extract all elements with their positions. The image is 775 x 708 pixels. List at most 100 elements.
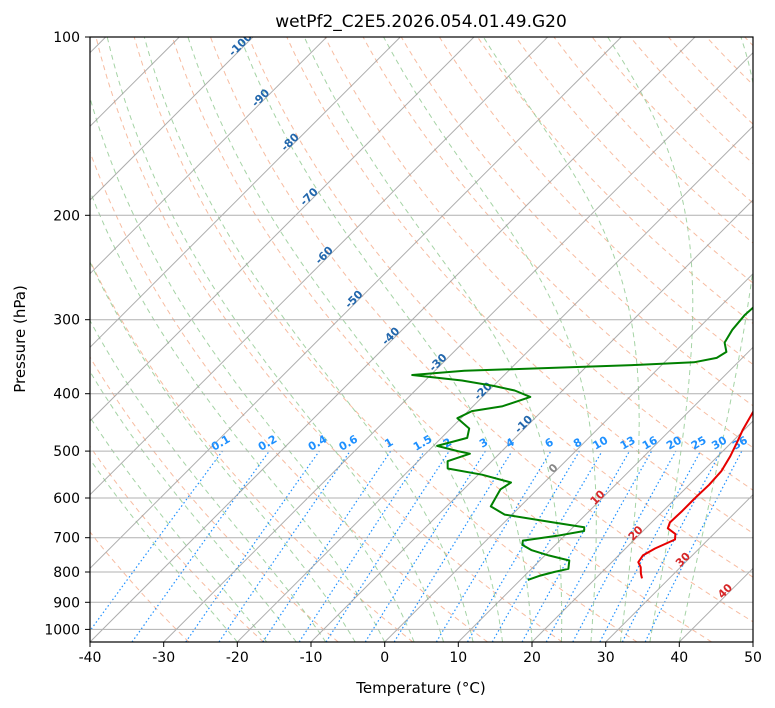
x-tick-label: 10: [449, 650, 467, 666]
y-axis-ticks: 100 200 300 400 500 600 700 800 900 1000: [44, 30, 90, 638]
dry-adiabat: [324, 37, 753, 491]
dry-adiabat-label: 40: [715, 581, 735, 601]
x-tick-label: -20: [226, 650, 249, 666]
mixing-ratio-label: 1.5: [411, 433, 434, 454]
chart-title: wetPf2_C2E5.2026.054.01.49.G20: [275, 12, 567, 32]
plot-frame: [89, 36, 754, 643]
mixing-ratio-label: 20: [664, 433, 684, 452]
mixing-ratio-line: [218, 450, 351, 642]
x-tick-label: -40: [79, 650, 102, 666]
mixing-ratio-line: [364, 450, 486, 642]
y-tick-label: 900: [53, 595, 80, 611]
mixing-ratio-label: 10: [590, 433, 610, 452]
isotherm: [752, 641, 753, 642]
y-tick-label: 600: [53, 491, 80, 507]
isotherm: [90, 37, 696, 642]
dry-adiabat: [90, 150, 488, 642]
isotherm: [90, 37, 622, 570]
moist-adiabat-label: -50: [342, 288, 365, 311]
y-tick-label: 700: [53, 531, 80, 547]
moist-adiabat: [90, 370, 297, 642]
temperature-line: [637, 409, 753, 579]
mixing-ratio-line: [435, 450, 552, 642]
mixing-ratio-label: 0.4: [306, 432, 330, 453]
dry-adiabat: [90, 445, 264, 642]
profile-lines: [411, 306, 753, 581]
dry-adiabat-label: 30: [673, 549, 693, 569]
dry-adiabat: [438, 37, 753, 366]
isotherm: [163, 51, 753, 642]
moist-adiabat: [383, 37, 597, 642]
mixing-ratio-line: [90, 450, 223, 632]
moist-adiabat: [90, 260, 356, 642]
y-tick-label: 200: [53, 208, 80, 224]
y-tick-label: 100: [53, 30, 80, 46]
x-tick-label: 0: [380, 650, 389, 666]
y-tick-label: 500: [53, 444, 80, 460]
isotherm: [457, 346, 753, 642]
x-tick-label: -10: [300, 650, 323, 666]
moist-adiabat-label: -60: [313, 244, 336, 267]
mixing-ratio-label: 0.2: [256, 433, 279, 454]
y-tick-label: 1000: [44, 622, 80, 638]
mixing-ratio-line: [131, 450, 270, 642]
isotherm: [90, 37, 475, 422]
mixing-ratio-line: [521, 450, 631, 642]
dewpoint-line: [411, 306, 753, 581]
mixing-ratio-line: [393, 450, 513, 642]
moist-adiabat: [143, 37, 474, 642]
mixing-ratio-line: [325, 450, 450, 642]
isotherm: [90, 37, 401, 349]
isotherm: [90, 37, 549, 496]
y-axis-label: Pressure (hPa): [11, 285, 29, 393]
x-tick-label: 40: [670, 650, 688, 666]
x-tick-label: 30: [597, 650, 615, 666]
moist-adiabat: [90, 416, 268, 642]
isotherm: [531, 420, 753, 642]
isotherm: [605, 493, 753, 642]
mixing-ratio-label: 8: [571, 436, 584, 451]
moist-adiabat-label: -40: [379, 324, 402, 347]
mixing-ratio-line: [298, 450, 425, 642]
mixing-ratio-line: [572, 450, 677, 642]
moist-adiabat: [90, 458, 238, 642]
x-axis-label: Temperature (°C): [355, 679, 485, 697]
mixing-ratio-label: 0.6: [337, 432, 361, 453]
mixing-ratio-label: 1: [382, 436, 395, 451]
moist-adiabat: [90, 189, 386, 642]
isotherm: [90, 37, 328, 275]
mixing-ratio-line: [185, 450, 320, 642]
mixing-ratio-label: 3: [477, 436, 490, 451]
dry-adiabat: [515, 37, 753, 284]
isotherm: [310, 199, 753, 642]
isotherm: [90, 37, 254, 201]
mixing-ratio-label: 25: [689, 434, 709, 453]
dry-adiabat: [90, 531, 190, 642]
moist-adiabat: [607, 37, 694, 642]
dry-adiabat-label: 10: [588, 487, 608, 507]
isotherm: [384, 272, 753, 642]
x-tick-label: -30: [152, 650, 175, 666]
dry-adiabat: [706, 37, 753, 86]
mixing-ratio-line: [491, 450, 603, 642]
moist-adiabat-label: -100: [226, 30, 255, 59]
dry-adiabat: [744, 37, 753, 47]
dry-adiabat-label: 20: [626, 523, 646, 543]
dry-adiabat: [248, 37, 753, 578]
dry-adiabat: [95, 37, 563, 642]
mixing-ratio-line: [262, 450, 392, 642]
y-tick-label: 300: [53, 313, 80, 329]
moist-adiabat: [187, 37, 503, 642]
dry-adiabat: [400, 37, 753, 407]
pressure-gridlines: [90, 37, 753, 630]
mixing-ratio-label: 0.1: [209, 433, 232, 454]
mixing-ratio-line: [466, 450, 580, 642]
mixing-ratio-label: 13: [618, 434, 638, 453]
moist-adiabat: [482, 37, 640, 642]
dry-adiabat: [90, 259, 414, 642]
mixing-ratio-label: 6: [543, 435, 556, 450]
background-lines: [90, 37, 753, 642]
dry-adiabat: [133, 37, 638, 642]
y-tick-label: 800: [53, 565, 80, 581]
